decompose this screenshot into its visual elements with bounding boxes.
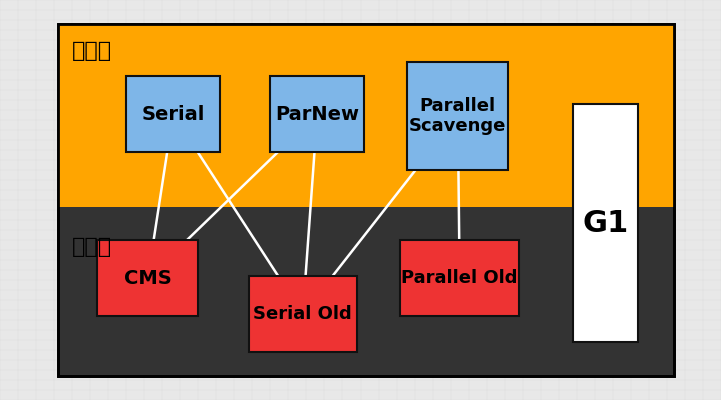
Text: Serial Old: Serial Old <box>254 305 352 323</box>
Bar <box>97 240 198 316</box>
Text: CMS: CMS <box>124 268 172 288</box>
Bar <box>249 276 357 352</box>
Text: G1: G1 <box>583 208 629 238</box>
Bar <box>400 240 519 316</box>
Text: Serial: Serial <box>141 104 205 124</box>
Bar <box>407 62 508 170</box>
Text: ParNew: ParNew <box>275 104 359 124</box>
Bar <box>126 76 220 152</box>
Bar <box>270 76 364 152</box>
Text: Parallel Old: Parallel Old <box>402 269 518 287</box>
Text: 新生代: 新生代 <box>72 41 112 61</box>
Text: Parallel
Scavenge: Parallel Scavenge <box>409 97 507 135</box>
Bar <box>58 24 674 376</box>
Bar <box>58 24 674 376</box>
Bar <box>573 104 638 342</box>
Text: 老年代: 老年代 <box>72 237 112 257</box>
Bar <box>58 24 674 207</box>
